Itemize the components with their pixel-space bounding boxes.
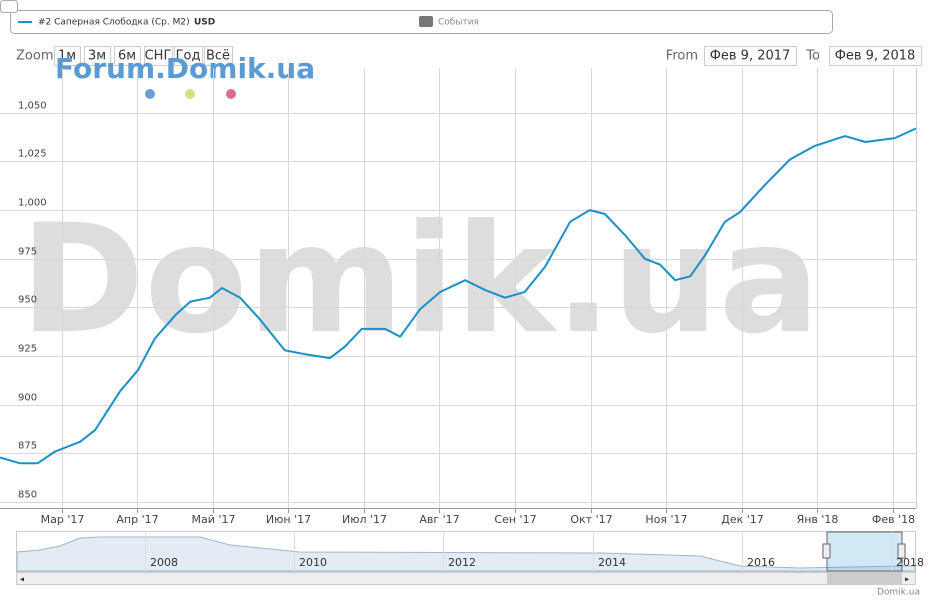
zoom-button-label[interactable]: 3м [88, 49, 106, 64]
navigator-label: 2014 [598, 556, 626, 569]
from-box[interactable] [704, 46, 797, 66]
legend-unit: USD [194, 18, 215, 28]
to-label: To [805, 49, 820, 64]
x-tick-label: Сен '17 [494, 513, 536, 526]
navigator-handle[interactable] [897, 543, 906, 559]
y-tick-label: 925 [18, 344, 37, 355]
x-tick-label: Авг '17 [419, 513, 459, 526]
y-tick-label: 950 [18, 295, 37, 306]
zoom-label: Zoom [16, 49, 53, 64]
scroll-left[interactable]: ◂ [20, 575, 24, 584]
x-tick-label: Мар '17 [41, 513, 85, 526]
legend-events-icon [419, 16, 433, 27]
to-date[interactable]: Фев 9, 2018 [835, 49, 916, 64]
zoom-button-label[interactable]: 1м [58, 49, 76, 64]
legend-series[interactable]: #2 Саперная Слободка (Ср. М2) [38, 18, 190, 28]
from-label: From [666, 49, 698, 64]
zoom-button-label[interactable]: 6м [118, 49, 136, 64]
navigator-label: 2010 [299, 556, 327, 569]
zoom-button[interactable] [114, 46, 141, 66]
x-tick-label: Фев '18 [872, 513, 915, 526]
navigator-handle[interactable] [822, 543, 831, 559]
y-tick-label: 850 [18, 490, 37, 501]
credit[interactable]: Domik.ua [877, 588, 920, 598]
x-tick-label: Ноя '17 [645, 513, 687, 526]
navigator-label: 2008 [150, 556, 178, 569]
dot [185, 89, 195, 99]
y-tick-label: 1,000 [18, 198, 47, 209]
y-tick-label: 1,025 [18, 149, 47, 160]
scroll-right[interactable]: ▸ [905, 575, 909, 584]
navigator-area [16, 536, 916, 572]
x-tick-label: Май '17 [192, 513, 236, 526]
zoom-button[interactable] [204, 46, 233, 66]
scrollbar-thumb[interactable] [827, 573, 902, 584]
from-date[interactable]: Фев 9, 2017 [710, 49, 791, 64]
zoom-button[interactable] [174, 46, 203, 66]
scrollbar[interactable] [16, 572, 916, 585]
navigator-label: 2012 [448, 556, 476, 569]
dot [145, 89, 155, 99]
x-tick-label: Окт '17 [570, 513, 612, 526]
y-tick-label: 875 [18, 441, 37, 452]
zoom-button-label[interactable]: СНГ [145, 49, 172, 64]
zoom-button[interactable] [54, 46, 81, 66]
series-line [0, 127, 917, 465]
y-tick-label: 1,050 [18, 101, 47, 112]
to-box[interactable] [829, 46, 922, 66]
zoom-button[interactable] [144, 46, 173, 66]
zoom-button-label[interactable]: Всё [206, 49, 230, 64]
x-tick-label: Апр '17 [116, 513, 158, 526]
y-tick-label: 900 [18, 393, 37, 404]
zoom-button-label[interactable]: Год [176, 49, 201, 64]
x-tick-label: Дек '17 [721, 513, 764, 526]
navigator-selection[interactable] [826, 531, 903, 572]
legend-events[interactable]: События [438, 18, 479, 28]
dot [226, 89, 236, 99]
watermark-big: Domik.ua [20, 193, 820, 367]
x-tick-label: Июл '17 [342, 513, 387, 526]
zoom-button[interactable] [84, 46, 111, 66]
y-tick-label: 975 [18, 247, 37, 258]
watermark-small: Forum.Domik.ua [55, 52, 315, 85]
navigator-label: 2018 [896, 556, 924, 569]
navigator-label: 2016 [747, 556, 775, 569]
x-tick-label: Июн '17 [266, 513, 311, 526]
menu-box[interactable] [0, 0, 18, 13]
x-tick-label: Янв '18 [797, 513, 839, 526]
